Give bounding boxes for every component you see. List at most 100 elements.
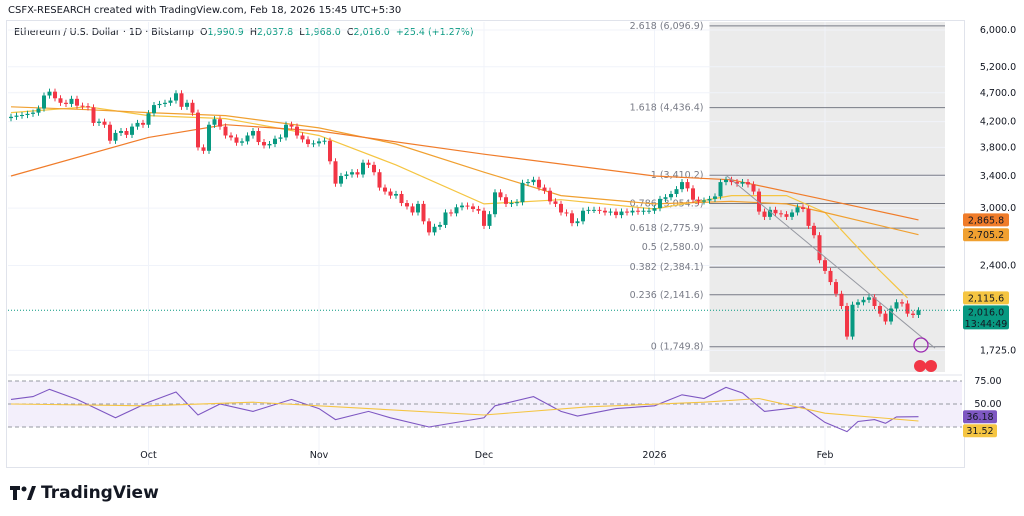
candle-body bbox=[416, 203, 420, 213]
candle-body bbox=[504, 197, 508, 204]
candle bbox=[212, 116, 217, 128]
candle bbox=[190, 99, 195, 116]
time-axis-label: Oct bbox=[140, 450, 157, 461]
candle-body bbox=[449, 212, 453, 214]
candle-body bbox=[850, 304, 855, 337]
rsi-axis-label: 50.00 bbox=[974, 399, 1001, 410]
candle bbox=[702, 197, 706, 205]
candle-body bbox=[476, 208, 481, 211]
candle-body bbox=[234, 137, 239, 143]
candle bbox=[762, 208, 767, 220]
candle bbox=[619, 208, 624, 219]
symbol-legend: Ethereum / U.S. Dollar · 1D · Bitstamp O… bbox=[14, 27, 474, 38]
candle bbox=[69, 95, 74, 108]
candle bbox=[625, 208, 629, 216]
candle-body bbox=[905, 303, 910, 314]
price-axis-label: 1,725.0 bbox=[980, 345, 1016, 356]
candle-body bbox=[262, 142, 266, 146]
candle bbox=[333, 158, 338, 187]
candle bbox=[735, 179, 739, 187]
close-label: C bbox=[346, 27, 354, 38]
candle-body bbox=[713, 196, 717, 199]
candle bbox=[240, 138, 244, 146]
candle-body bbox=[839, 293, 844, 306]
candle-body bbox=[383, 187, 387, 192]
candle bbox=[152, 102, 156, 117]
candle bbox=[383, 184, 387, 195]
high-value: 2,037.8 bbox=[256, 27, 294, 38]
candle-body bbox=[102, 121, 107, 125]
candle bbox=[493, 189, 497, 218]
price-label-text: 2,705.2 bbox=[968, 230, 1004, 241]
candle-body bbox=[592, 209, 596, 211]
candle-body bbox=[196, 112, 200, 148]
price-axis-label: 5,200.0 bbox=[980, 62, 1016, 73]
candle-body bbox=[460, 205, 464, 208]
candle bbox=[867, 294, 871, 303]
candle bbox=[608, 208, 613, 216]
tradingview-logo-icon bbox=[10, 486, 36, 500]
candle-body bbox=[97, 121, 101, 123]
candle bbox=[509, 199, 514, 207]
candle bbox=[784, 211, 789, 220]
candle-body bbox=[311, 143, 316, 145]
candle bbox=[713, 193, 717, 202]
candle bbox=[135, 119, 140, 130]
candle bbox=[834, 279, 838, 297]
candle-body bbox=[58, 98, 63, 103]
candle-body bbox=[372, 164, 376, 173]
rsi-value-badge bbox=[963, 410, 997, 424]
candle bbox=[471, 203, 475, 213]
candle-body bbox=[729, 179, 734, 183]
candle bbox=[229, 132, 233, 141]
candle-body bbox=[548, 190, 552, 202]
candle bbox=[438, 221, 442, 230]
candle-body bbox=[872, 297, 877, 306]
candle-body bbox=[487, 214, 492, 226]
candle bbox=[586, 206, 591, 214]
candle-body bbox=[179, 93, 184, 107]
candle-body bbox=[608, 211, 613, 213]
candle-body bbox=[355, 172, 360, 175]
fib-level-label: 0.236 (2,141.6) bbox=[630, 290, 704, 301]
candle bbox=[289, 121, 294, 130]
candle bbox=[559, 200, 563, 216]
candle-body bbox=[174, 93, 178, 101]
candle bbox=[179, 90, 184, 110]
candle bbox=[504, 194, 508, 207]
fib-level-label: 2.618 (6,096.9) bbox=[630, 21, 704, 32]
candle-body bbox=[75, 98, 79, 106]
fib-level-label: 0.5 (2,580.0) bbox=[642, 242, 704, 253]
candle-body bbox=[328, 140, 332, 162]
fib-level-label: 0 (1,749.8) bbox=[651, 342, 704, 353]
candle bbox=[185, 99, 189, 110]
candle-body bbox=[317, 141, 321, 144]
candle bbox=[267, 140, 272, 149]
price-label-text: 2,865.8 bbox=[968, 215, 1004, 226]
symbol-title: Ethereum / U.S. Dollar · 1D · Bitstamp bbox=[14, 27, 194, 38]
candle-body bbox=[658, 198, 662, 209]
candle-body bbox=[817, 235, 822, 261]
candle-body bbox=[14, 115, 19, 117]
candle bbox=[856, 299, 860, 308]
candle-body bbox=[680, 182, 684, 190]
candle-body bbox=[185, 102, 189, 107]
candle bbox=[80, 102, 85, 110]
candle bbox=[218, 116, 222, 130]
candle-body bbox=[47, 91, 52, 96]
candle-body bbox=[900, 302, 904, 304]
candle bbox=[223, 123, 228, 139]
candle bbox=[883, 310, 888, 325]
candle bbox=[537, 176, 541, 191]
candle-body bbox=[515, 202, 519, 204]
candle-body bbox=[586, 209, 591, 211]
candle-body bbox=[619, 211, 624, 216]
candle-body bbox=[223, 126, 228, 136]
candle-body bbox=[168, 100, 173, 103]
candle bbox=[707, 195, 712, 204]
rsi-value-text: 36.18 bbox=[966, 412, 993, 423]
candle-body bbox=[427, 221, 431, 233]
candle-body bbox=[394, 193, 398, 196]
candle bbox=[234, 134, 239, 146]
